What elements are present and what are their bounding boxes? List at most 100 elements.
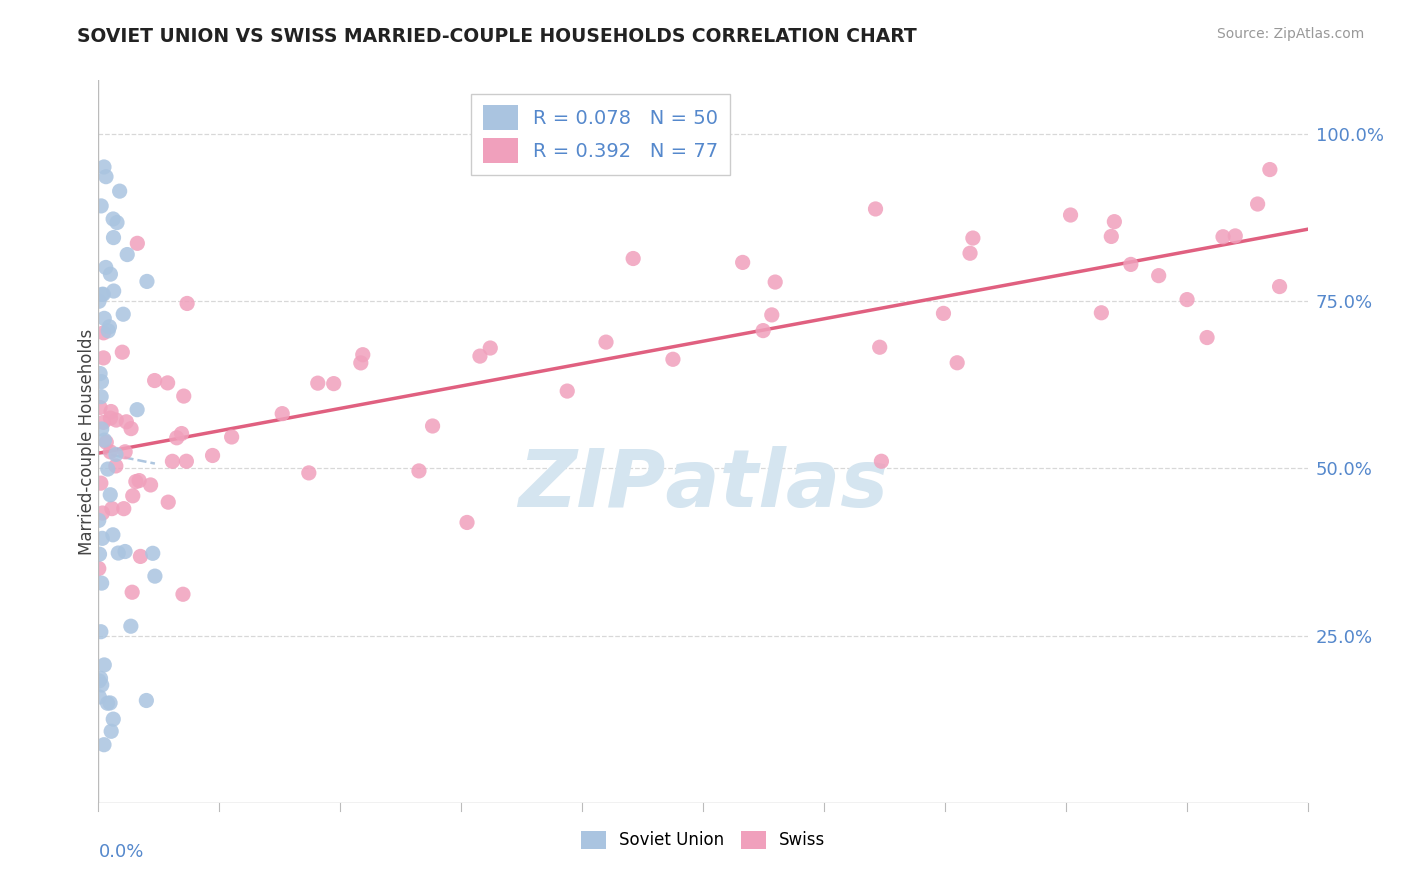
Point xyxy=(1059,208,1081,222)
Point xyxy=(298,466,321,480)
Point xyxy=(121,585,143,599)
Point xyxy=(166,431,188,445)
Point xyxy=(90,476,112,491)
Point xyxy=(96,435,118,450)
Point xyxy=(100,404,122,418)
Point xyxy=(162,454,184,468)
Point xyxy=(143,374,166,388)
Point xyxy=(108,184,131,198)
Point xyxy=(94,169,117,184)
Point xyxy=(98,319,121,334)
Point xyxy=(89,367,111,381)
Point xyxy=(1246,197,1268,211)
Point xyxy=(752,324,775,338)
Point xyxy=(121,489,143,503)
Point xyxy=(103,712,125,726)
Point xyxy=(103,230,125,244)
Point xyxy=(91,287,114,301)
Point xyxy=(1147,268,1170,283)
Point xyxy=(101,528,124,542)
Point xyxy=(176,296,198,310)
Point xyxy=(129,549,152,564)
Point xyxy=(201,449,224,463)
Point xyxy=(125,475,148,489)
Point xyxy=(94,260,117,275)
Point xyxy=(91,287,114,301)
Point xyxy=(89,673,111,688)
Point xyxy=(103,284,125,298)
Point xyxy=(97,462,120,476)
Point xyxy=(115,415,138,429)
Point xyxy=(87,561,110,575)
Point xyxy=(100,411,122,425)
Point xyxy=(111,345,134,359)
Point xyxy=(90,576,112,591)
Point xyxy=(142,546,165,560)
Point xyxy=(1175,293,1198,307)
Point xyxy=(595,335,617,350)
Point xyxy=(100,445,122,459)
Point xyxy=(932,306,955,320)
Point xyxy=(143,569,166,583)
Point xyxy=(89,690,111,704)
Y-axis label: Married-couple Households: Married-couple Households xyxy=(79,328,96,555)
Point xyxy=(127,402,149,417)
Legend: Soviet Union, Swiss: Soviet Union, Swiss xyxy=(574,824,832,856)
Text: SOVIET UNION VS SWISS MARRIED-COUPLE HOUSEHOLDS CORRELATION CHART: SOVIET UNION VS SWISS MARRIED-COUPLE HOU… xyxy=(77,27,917,45)
Point xyxy=(98,696,121,710)
Point xyxy=(105,215,128,229)
Point xyxy=(307,376,329,391)
Point xyxy=(157,495,180,509)
Point xyxy=(104,447,127,461)
Point xyxy=(352,348,374,362)
Point xyxy=(93,351,115,365)
Point xyxy=(1268,279,1291,293)
Point xyxy=(96,696,118,710)
Point xyxy=(1119,257,1142,271)
Point xyxy=(959,246,981,260)
Point xyxy=(136,275,159,289)
Point xyxy=(93,416,115,430)
Point xyxy=(90,199,112,213)
Point xyxy=(93,160,115,174)
Point xyxy=(93,738,115,752)
Point xyxy=(172,587,194,601)
Point xyxy=(322,376,344,391)
Point xyxy=(87,513,110,527)
Point xyxy=(107,546,129,560)
Point xyxy=(89,401,111,415)
Point xyxy=(271,407,294,421)
Point xyxy=(870,454,893,468)
Text: 0.0%: 0.0% xyxy=(98,843,143,861)
Point xyxy=(90,390,112,404)
Point xyxy=(93,311,115,326)
Point xyxy=(90,422,112,436)
Point xyxy=(114,544,136,558)
Point xyxy=(100,724,122,739)
Point xyxy=(408,464,430,478)
Point xyxy=(91,506,114,520)
Point xyxy=(1099,229,1122,244)
Point xyxy=(731,255,754,269)
Point xyxy=(120,422,142,436)
Point xyxy=(869,340,891,354)
Point xyxy=(761,308,783,322)
Point xyxy=(93,326,115,340)
Point xyxy=(1090,306,1112,320)
Text: ZIP​atlas: ZIP​atlas xyxy=(517,446,889,524)
Point xyxy=(127,236,149,251)
Point xyxy=(422,419,444,434)
Point xyxy=(114,445,136,459)
Point xyxy=(93,433,115,447)
Point xyxy=(93,657,115,672)
Point xyxy=(105,413,128,427)
Point xyxy=(91,532,114,546)
Point xyxy=(479,341,502,355)
Point xyxy=(135,693,157,707)
Point xyxy=(139,478,162,492)
Point xyxy=(176,454,198,468)
Point xyxy=(173,389,195,403)
Text: Source: ZipAtlas.com: Source: ZipAtlas.com xyxy=(1216,27,1364,41)
Point xyxy=(1212,229,1234,244)
Point xyxy=(1104,214,1126,228)
